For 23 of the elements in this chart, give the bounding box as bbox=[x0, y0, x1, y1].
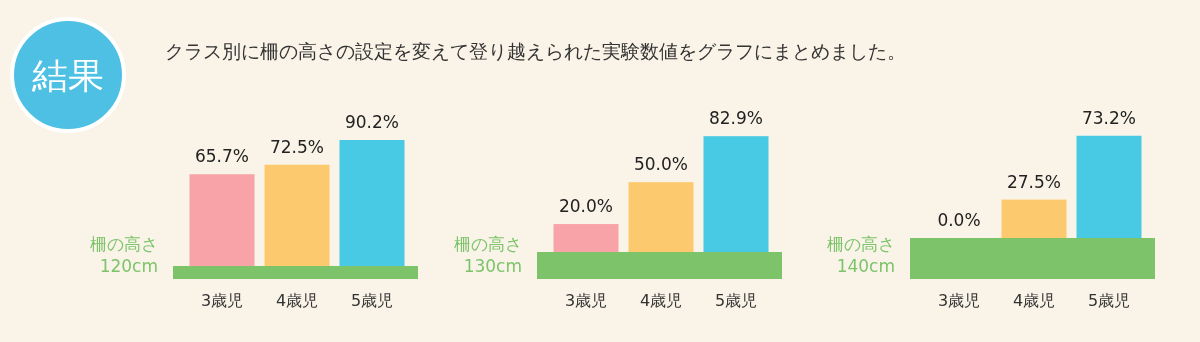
chart-title: 結果 bbox=[31, 55, 104, 96]
data-label: 90.2% bbox=[344, 112, 400, 132]
y-axis-title: 柵の高さ 120cm bbox=[90, 234, 158, 276]
x-tick-label: 4歳児 bbox=[1012, 291, 1056, 310]
data-label: 73.2% bbox=[1081, 107, 1137, 128]
data-label: 65.7% bbox=[194, 146, 250, 167]
data-label: 27.5% bbox=[1006, 171, 1062, 192]
data-label: 20.0% bbox=[558, 196, 614, 217]
x-tick-label: 3歳児 bbox=[564, 291, 608, 310]
x-tick-label: 5歳児 bbox=[1087, 291, 1131, 310]
x-tick-label: 3歳児 bbox=[200, 291, 244, 310]
text: クラス別に柵の高さの設定を変えて登り越えられた実験数値をグラフにまとめました。 bbox=[165, 40, 906, 62]
data-label: 82.9% bbox=[708, 108, 764, 129]
y-axis-title: 柵の高さ 130cm bbox=[454, 234, 522, 276]
x-tick-label: 4歳児 bbox=[275, 291, 319, 310]
x-tick-label: 3歳児 bbox=[937, 291, 981, 310]
y-axis-title: 柵の高さ 140cm bbox=[827, 234, 895, 276]
data-label: 0.0% bbox=[937, 210, 981, 230]
data-label: 50.0% bbox=[633, 154, 689, 175]
x-tick-label: 5歳児 bbox=[714, 291, 758, 310]
data-label: 72.5% bbox=[269, 136, 325, 157]
x-tick-label: 5歳児 bbox=[350, 291, 394, 310]
x-tick-label: 4歳児 bbox=[639, 291, 683, 310]
